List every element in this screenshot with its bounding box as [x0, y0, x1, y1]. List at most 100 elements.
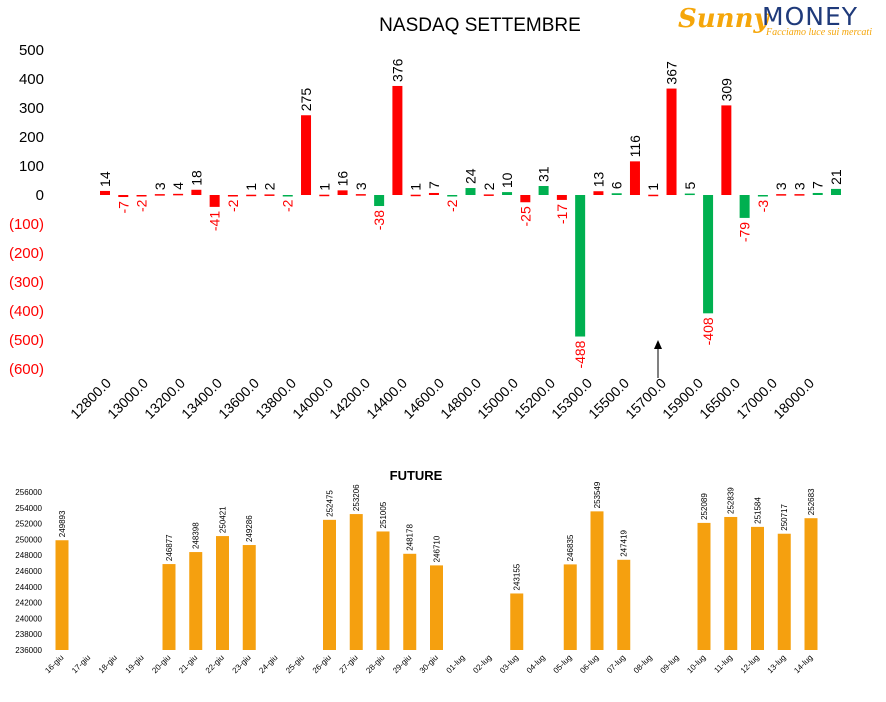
y-tick-label: 300	[19, 100, 44, 117]
bar-value-label: -79	[737, 222, 753, 242]
future-bar	[510, 593, 524, 650]
future-x-tick-label: 04-lug	[525, 653, 547, 675]
bar	[575, 195, 586, 337]
future-x-tick-label: 07-lug	[605, 653, 627, 675]
future-x-tick-label: 22-giu	[204, 653, 226, 675]
bar	[173, 193, 184, 196]
bar	[556, 195, 567, 200]
bar-value-label: -7	[115, 201, 131, 214]
bar	[684, 193, 695, 196]
future-y-tick-label: 244000	[15, 583, 42, 592]
logo-tagline: Facciamo luce sui mercati	[766, 27, 872, 38]
bar	[374, 195, 385, 207]
future-bar-value-label: 243155	[513, 563, 522, 590]
bar-value-label: 1	[243, 183, 259, 191]
y-tick-label: 500	[19, 42, 44, 59]
future-bar	[430, 565, 443, 650]
future-bar-value-label: 252475	[326, 490, 335, 517]
future-bar-value-label: 248398	[192, 522, 201, 549]
bar-value-label: -25	[517, 206, 533, 226]
bar-value-label: 3	[791, 182, 807, 190]
bar	[721, 105, 732, 195]
future-y-tick-label: 240000	[15, 614, 42, 623]
future-y-tick-label: 250000	[15, 535, 42, 544]
bar-value-label: 5	[682, 182, 698, 190]
future-x-tick-label: 30-giu	[418, 653, 440, 675]
future-x-tick-label: 02-lug	[471, 653, 493, 675]
future-bar	[617, 559, 631, 650]
future-y-tick-label: 236000	[15, 646, 42, 655]
bar	[154, 194, 165, 196]
future-bar	[189, 552, 203, 650]
bar-value-label: 10	[499, 172, 515, 188]
future-x-tick-label: 12-lug	[739, 653, 761, 675]
bar	[611, 193, 622, 195]
bar-value-label: 275	[298, 88, 314, 112]
bar-value-label: -2	[134, 199, 150, 212]
bar-value-label: 18	[188, 170, 204, 186]
nasdaq-bar-chart: NASDAQ SETTEMBRE 500 400 300 200 100 0 (100) (2…	[9, 15, 844, 422]
future-y-tick-label: 242000	[15, 599, 42, 608]
bar-value-label: 3	[152, 182, 168, 190]
future-x-tick-label: 11-lug	[712, 653, 734, 675]
future-bar-value-label: 252683	[807, 488, 816, 515]
future-bar-value-label: 246710	[433, 535, 442, 562]
bar	[538, 186, 549, 195]
future-bar-value-label: 249893	[58, 510, 67, 537]
bar-value-label: 14	[97, 171, 113, 187]
future-bar	[403, 553, 417, 650]
bar	[776, 194, 787, 196]
bar-value-label: 31	[536, 166, 552, 182]
future-y-tick-label: 248000	[15, 551, 42, 560]
bar	[483, 194, 494, 196]
bar-value-label: 24	[463, 168, 479, 184]
future-bar-value-label: 248178	[406, 524, 415, 551]
bar	[812, 192, 823, 195]
future-x-tick-label: 05-lug	[552, 653, 574, 675]
bar-value-label: 16	[335, 171, 351, 187]
bar	[209, 195, 220, 207]
future-y-tick-label: 252000	[15, 520, 42, 529]
y-tick-label: 0	[36, 187, 44, 204]
bar	[794, 194, 805, 196]
bar-value-label: 1	[408, 183, 424, 191]
future-x-tick-label: 18-giu	[97, 653, 119, 675]
future-bar	[323, 519, 336, 650]
x-tick-label: 18000.0	[770, 375, 817, 422]
future-bar-value-label: 249286	[245, 515, 254, 542]
bar-value-label: -488	[572, 340, 588, 368]
future-bar-value-label: 252839	[727, 487, 736, 514]
future-bar-value-label: 251584	[754, 497, 763, 524]
bar	[428, 192, 439, 195]
future-x-tick-label: 24-giu	[257, 653, 279, 675]
future-x-tick-label: 08-lug	[632, 653, 654, 675]
future-x-tick-label: 27-giu	[338, 653, 360, 675]
bar-value-label: -41	[207, 211, 223, 231]
future-bar-value-label: 247419	[620, 530, 629, 557]
future-bar	[724, 516, 738, 650]
bar	[227, 195, 238, 197]
bar-value-label: 7	[810, 181, 826, 189]
future-x-tick-label: 09-lug	[659, 653, 681, 675]
bar	[703, 195, 714, 314]
future-bar	[162, 564, 176, 650]
future-x-tick-label: 06-lug	[578, 653, 600, 675]
future-x-tick-label: 23-giu	[231, 653, 253, 675]
future-x-tick-label: 01-lug	[445, 653, 467, 675]
future-x-tick-label: 16-giu	[43, 653, 65, 675]
bar	[355, 194, 366, 196]
logo-sunny-text: Sunny	[678, 4, 769, 34]
future-bar-value-label: 252089	[700, 493, 709, 520]
future-x-tick-label: 20-giu	[150, 653, 172, 675]
future-bar	[376, 531, 390, 650]
bar	[136, 195, 147, 197]
bar-value-label: 367	[664, 61, 680, 85]
future-x-tick-label: 28-giu	[364, 653, 386, 675]
bar	[392, 85, 403, 195]
bar-value-label: -2	[225, 199, 241, 212]
y-tick-label: 100	[19, 158, 44, 175]
bar	[739, 195, 750, 218]
future-y-tick-label: 256000	[15, 488, 42, 497]
y-tick-label: (300)	[9, 274, 44, 291]
future-bar-value-label: 246835	[566, 534, 575, 561]
